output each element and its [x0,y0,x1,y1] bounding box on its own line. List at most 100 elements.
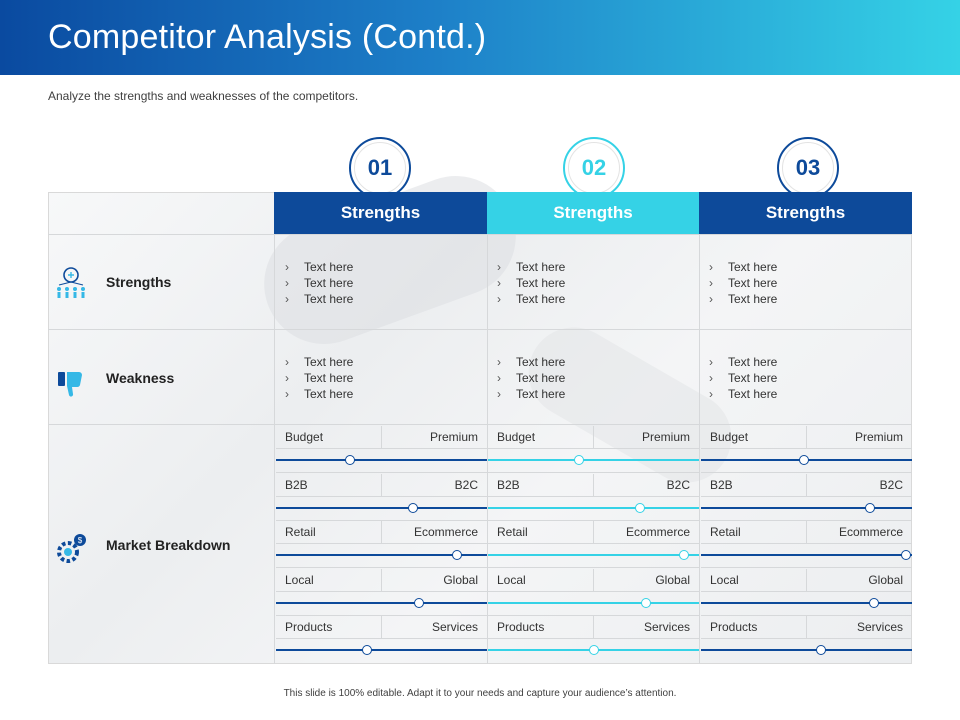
list-item-text: Text here [304,371,354,385]
list-item: › Text here [709,387,778,401]
grid-line [701,567,912,569]
market-label-left: Local [710,572,739,587]
grid-line [806,521,807,544]
list-item-text: Text here [728,355,778,369]
market-label-right: Services [856,620,903,635]
market-label-right: Premium [641,430,690,444]
market-slider-track [276,601,487,604]
list-item-text: Text here [304,387,354,401]
list-item: › Text here [285,371,354,385]
list-item: › Text here [285,276,354,290]
page-subtitle: Analyze the strengths and weaknesses of … [48,89,359,103]
grid-line [381,616,382,639]
grid-line [488,448,699,449]
market-label-left: B2B [285,477,308,492]
market-label-left: Retail [285,525,316,540]
market-label-right: Global [868,572,903,587]
grid-line [488,567,699,569]
market-slider-knob[interactable] [408,502,419,513]
market-slider-knob[interactable] [588,645,599,656]
list-item: › Text here [285,387,354,401]
grid-line [48,329,912,330]
market-label-right: Ecommerce [413,525,478,540]
market-label-right: B2C [666,477,690,492]
column-number-text: 02 [581,155,607,180]
market-slider-knob[interactable] [864,502,875,513]
list-item: › Text here [285,260,354,274]
market-slider-knob[interactable] [799,455,810,465]
market-slider-track [276,554,487,557]
market-slider-knob[interactable] [344,455,355,465]
list-item-text: Text here [304,355,354,369]
strengths-list-col1: › Text here › Text here › Text here [285,259,353,307]
market-label-right: B2C [454,477,478,492]
list-item: › Text here [285,355,354,369]
column-header-2: Strengths [487,192,699,234]
market-slider-knob[interactable] [414,597,425,608]
market-slider-knob[interactable] [361,645,372,656]
market-slider-knob[interactable] [452,550,463,561]
market-label-right: Ecommerce [625,525,690,540]
market-label-right: B2C [879,477,903,492]
market-slider-knob[interactable] [816,645,827,656]
list-item-text: Text here [516,292,566,306]
list-item-text: Text here [728,292,778,306]
market-label-left: Retail [497,525,528,540]
grid-line [276,567,487,569]
grid-line [381,426,382,448]
list-item-text: Text here [516,387,566,401]
grid-line [276,519,487,521]
column-header-1: Strengths [274,192,487,234]
grid-line [276,472,487,473]
market-slider-knob[interactable] [869,597,880,608]
grid-line [487,234,488,664]
gear-dollar-icon: $ [57,534,86,563]
market-slider-track [276,459,487,461]
title-banner: Competitor Analysis (Contd.) [0,0,960,75]
grid-line [701,543,912,545]
grid-line [276,543,487,545]
market-slider-knob[interactable] [641,597,652,608]
grid-line [381,521,382,544]
market-slider-track [701,554,912,557]
weakness-list-col2: › Text here › Text here › Text here [497,354,565,402]
list-item: › Text here [497,292,566,306]
market-label-right: Premium [429,430,478,444]
grid-line [276,448,487,449]
grid-line [701,448,912,449]
list-item-text: Text here [516,371,566,385]
market-slider-track [276,649,487,652]
market-label-left: Budget [497,430,536,444]
market-slider-knob[interactable] [573,455,584,465]
grid-line [488,614,699,616]
grid-line [488,638,699,640]
list-item-text: Text here [304,276,354,290]
market-slider-knob[interactable] [679,550,690,561]
grid-line [593,426,594,448]
list-item-text: Text here [728,260,778,274]
list-item-text: Text here [304,292,354,306]
grid-line [701,590,912,592]
grid-line [488,519,699,521]
list-item-text: Text here [516,355,566,369]
market-label-left: Budget [285,430,324,444]
page-title: Competitor Analysis (Contd.) [48,18,487,56]
row-label-market-breakdown: Market Breakdown [106,537,231,553]
grid-line [593,568,594,591]
list-item: › Text here [709,260,778,274]
list-item-text: Text here [516,276,566,290]
grid-line [488,543,699,545]
list-item-text: Text here [304,260,354,274]
market-slider-track [488,506,699,509]
market-slider-knob[interactable] [900,550,911,561]
grid-line [806,426,807,448]
market-slider-knob[interactable] [634,502,645,513]
grid-line [699,234,700,664]
market-slider-track [488,601,699,604]
market-label-right: Services [431,620,478,635]
grid-line [806,568,807,591]
market-label-right: Ecommerce [838,525,903,540]
grid-line [276,590,487,592]
strengths-list-col3: › Text here › Text here › Text here [709,259,777,307]
list-item: › Text here [285,292,354,306]
